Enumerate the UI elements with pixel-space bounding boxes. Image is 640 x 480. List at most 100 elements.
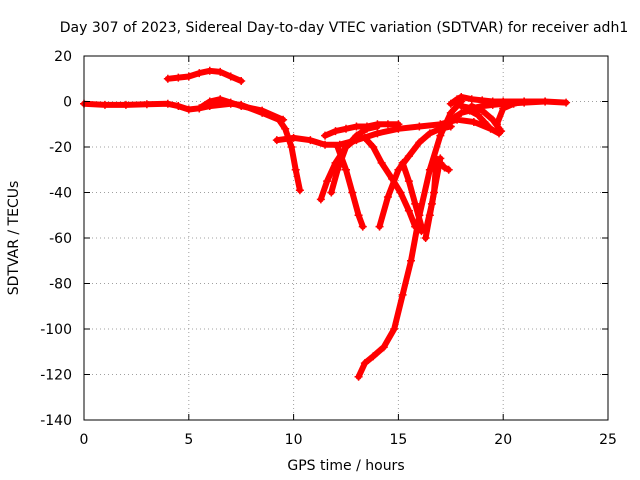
x-tick-label: 0	[80, 432, 89, 448]
data-point	[446, 122, 455, 131]
data-point	[195, 69, 204, 78]
data-point	[184, 72, 193, 81]
data-point	[373, 129, 382, 138]
data-point	[216, 67, 225, 76]
data-point	[457, 102, 466, 111]
data-point	[331, 127, 340, 136]
y-axis-label: SDTVAR / TECUs	[6, 181, 22, 296]
data-point	[373, 120, 382, 129]
data-point	[465, 106, 474, 115]
series-track-1	[80, 99, 283, 124]
data-point	[295, 186, 304, 195]
data-point	[327, 188, 336, 197]
data-point	[457, 92, 466, 101]
x-tick-label: 25	[599, 432, 617, 448]
grid-lines	[84, 56, 608, 420]
data-point	[492, 120, 501, 129]
data-point	[404, 177, 413, 186]
data-point	[369, 143, 378, 151]
data-point	[415, 138, 424, 147]
series-track-20	[492, 97, 529, 129]
data-point	[497, 127, 506, 136]
series-track-9	[333, 143, 367, 231]
data-point	[369, 352, 378, 361]
series-line	[275, 116, 303, 194]
data-point	[390, 325, 399, 333]
data-point	[394, 120, 403, 129]
data-point	[142, 100, 151, 109]
data-point	[205, 66, 214, 75]
data-point	[417, 222, 426, 231]
data-point	[488, 100, 497, 109]
data-point	[354, 211, 363, 220]
data-point	[446, 99, 455, 108]
series-track-3	[195, 95, 288, 124]
data-point	[362, 122, 371, 131]
data-point	[184, 105, 193, 114]
data-point	[333, 165, 342, 174]
data-point	[291, 165, 300, 174]
data-point	[289, 133, 298, 142]
data-point	[430, 188, 439, 197]
series-track-8	[321, 120, 403, 140]
y-tick-label: -140	[40, 413, 72, 429]
data-point	[216, 95, 225, 104]
data-point	[342, 143, 350, 151]
data-point	[411, 199, 420, 208]
data-point	[396, 188, 405, 197]
data-point	[404, 152, 413, 161]
data-point	[415, 122, 424, 131]
x-tick-label: 5	[184, 432, 193, 448]
y-tick-label: 20	[54, 49, 72, 65]
chart-title: Day 307 of 2023, Sidereal Day-to-day VTE…	[60, 20, 628, 36]
data-point	[342, 124, 350, 133]
data-point	[348, 188, 357, 197]
data-point	[444, 165, 453, 174]
series-line	[493, 98, 528, 128]
y-tick-label: -120	[40, 368, 72, 384]
data-point	[488, 115, 497, 124]
series-line	[361, 134, 425, 235]
data-point	[358, 222, 367, 231]
data-point	[287, 143, 296, 151]
data-point	[425, 211, 434, 220]
series-line	[422, 159, 440, 241]
series-line	[376, 123, 454, 230]
series-track-12	[354, 97, 466, 381]
data-point	[375, 222, 384, 231]
series-line	[355, 98, 465, 380]
data-point	[436, 131, 445, 140]
series-track-14	[421, 158, 441, 242]
series-line	[433, 155, 452, 173]
y-tick-labels: 20 0 -20 -40 -60 -80 -100 -120 -140	[40, 49, 72, 429]
data-point	[195, 104, 204, 113]
data-point	[342, 165, 350, 174]
data-point	[440, 163, 449, 172]
data-point	[350, 136, 359, 145]
x-tick-labels: 0 5 10 15 20 25	[80, 432, 617, 448]
data-point	[321, 140, 330, 149]
data-point	[237, 102, 246, 111]
data-point	[354, 372, 363, 381]
data-point	[316, 195, 325, 204]
data-point	[478, 106, 487, 115]
data-point	[377, 158, 386, 167]
data-point	[321, 131, 330, 140]
x-tick-label: 15	[389, 432, 407, 448]
plot-frame	[83, 55, 609, 421]
y-tick-label: -80	[49, 277, 72, 293]
data-point	[258, 106, 267, 115]
data-point	[398, 290, 407, 299]
data-point	[383, 120, 392, 129]
series-track-7	[327, 133, 363, 197]
data-point	[121, 100, 130, 109]
data-point	[404, 206, 413, 215]
data-point	[394, 165, 403, 174]
data-point	[499, 104, 508, 113]
data-point	[421, 234, 430, 242]
data-point	[323, 177, 332, 186]
x-axis-label: GPS time / hours	[287, 458, 404, 474]
data-point	[432, 154, 441, 163]
y-tick-label: -100	[40, 322, 72, 338]
data-point	[406, 256, 415, 265]
